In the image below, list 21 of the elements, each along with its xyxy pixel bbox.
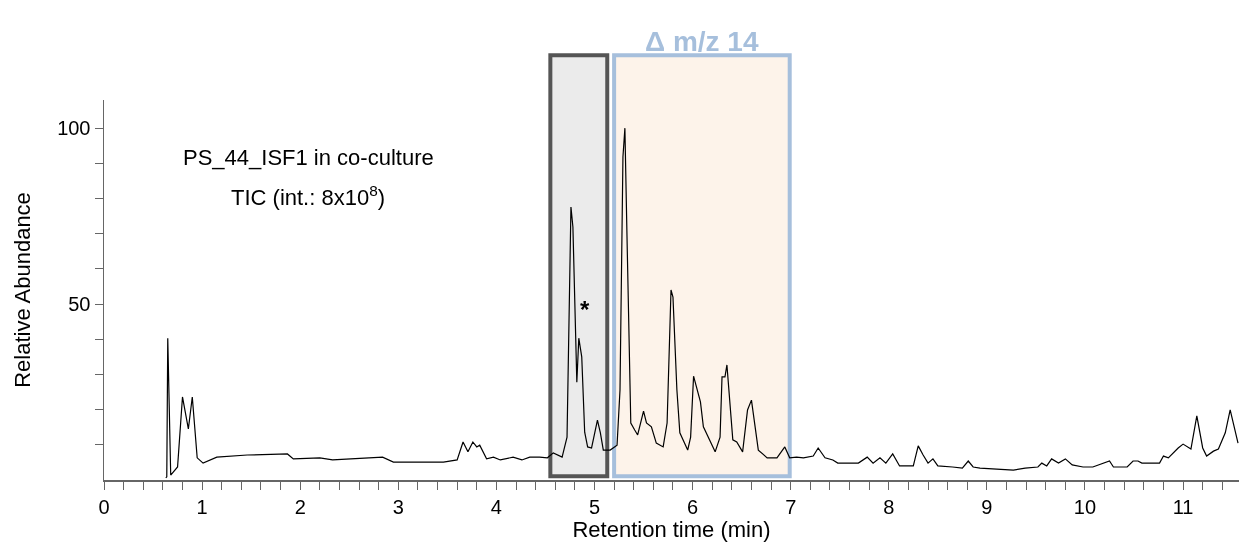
band-label: Δ m/z 14 xyxy=(645,26,759,57)
y-tick-label: 100 xyxy=(57,117,91,140)
annotation: PS_44_ISF1 in co-culture xyxy=(183,145,434,170)
y-axis-title: Relative Abundance xyxy=(10,192,36,388)
x-tick-label: 10 xyxy=(1073,495,1097,518)
x-tick-label: 1 xyxy=(196,495,208,518)
annotation: TIC (int.: 8x10$^{8}$) xyxy=(231,182,386,211)
x-tick-label: 3 xyxy=(392,495,404,518)
line-series xyxy=(165,127,1239,479)
x-axis-title: Retention time (min) xyxy=(572,517,771,543)
x-tick-label: 5 xyxy=(588,495,601,518)
x-tick-label: 4 xyxy=(490,495,502,518)
x-tick-label: 9 xyxy=(981,495,993,518)
x-tick-label: 0 xyxy=(98,495,110,518)
x-tick-label: 11 xyxy=(1172,495,1194,518)
y-tick-label: 50 xyxy=(68,293,91,316)
x-tick-label: 7 xyxy=(785,495,797,518)
x-tick-label: 8 xyxy=(883,495,895,518)
x-tick-label: 2 xyxy=(294,495,306,518)
x-tick-label: 6 xyxy=(687,495,699,518)
annotation: * xyxy=(580,296,590,323)
